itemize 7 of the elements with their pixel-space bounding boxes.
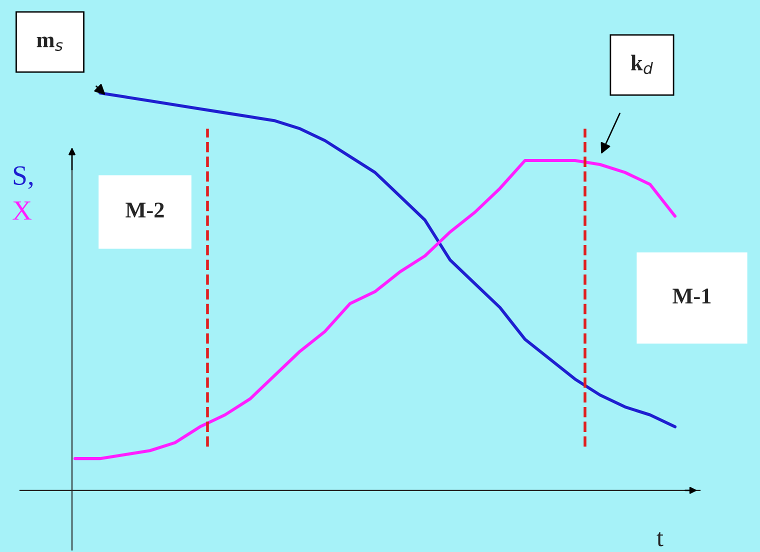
annotation: M-1 <box>672 288 711 304</box>
text: k$_{d}$ <box>630 54 653 74</box>
text: X <box>12 201 32 220</box>
x-axis-title: t <box>656 532 664 546</box>
annotation: M-2 <box>126 202 164 218</box>
text: m$_{s}$ <box>36 36 63 52</box>
text: S, <box>14 166 33 189</box>
